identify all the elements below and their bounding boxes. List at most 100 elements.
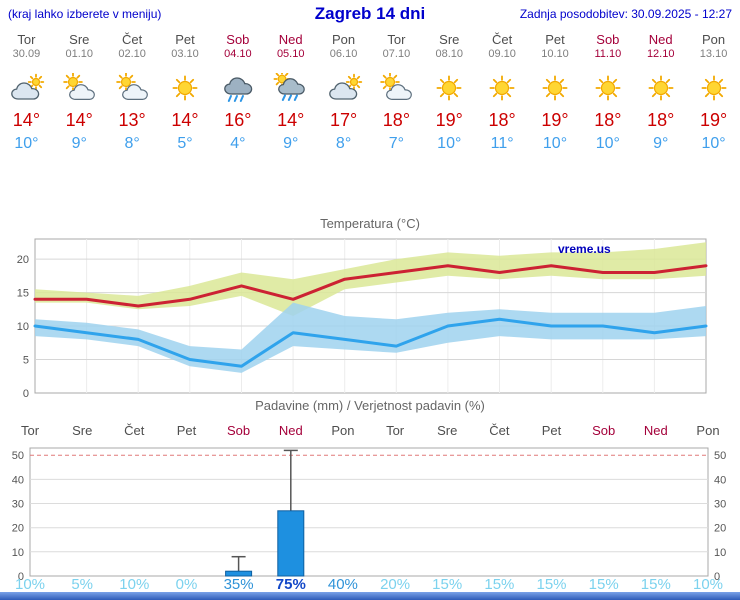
day-date: 07.10 bbox=[382, 48, 411, 60]
day-name: Tor bbox=[387, 32, 406, 47]
precip-day-label: Tor bbox=[20, 423, 40, 438]
svg-text:40: 40 bbox=[714, 474, 726, 486]
precip-day-label: Pet bbox=[176, 423, 197, 438]
high-temp: 19° bbox=[435, 110, 463, 130]
high-temp: 18° bbox=[594, 110, 622, 130]
sunny-icon bbox=[634, 73, 687, 103]
footer-bar bbox=[0, 592, 740, 600]
menu-hint: (kraj lahko izberete v meniju) bbox=[8, 7, 162, 21]
day-column-01.10[interactable]: Sre 01.10 14° 9° bbox=[53, 32, 106, 153]
day-name: Tor bbox=[17, 32, 36, 47]
svg-text:20: 20 bbox=[714, 523, 726, 535]
day-date: 13.10 bbox=[699, 48, 728, 60]
day-name: Pet bbox=[545, 32, 565, 47]
rain-sun-icon bbox=[264, 73, 317, 103]
high-temp: 14° bbox=[65, 110, 93, 130]
watermark-link[interactable]: vreme.us bbox=[558, 242, 611, 256]
partly-icon bbox=[53, 73, 106, 103]
day-date: 04.10 bbox=[224, 48, 252, 60]
svg-text:40: 40 bbox=[12, 474, 24, 486]
day-date: 01.10 bbox=[65, 48, 94, 60]
precipitation-chart: 0 0 10 10 20 20 30 30 40 40 50 50 bbox=[12, 447, 726, 582]
svg-text:10: 10 bbox=[12, 547, 24, 559]
precip-day-label: Sob bbox=[592, 423, 616, 438]
sunny-icon bbox=[423, 73, 476, 103]
precip-day-label: Pet bbox=[541, 423, 562, 438]
svg-text:0: 0 bbox=[23, 388, 29, 398]
high-temp: 13° bbox=[118, 110, 146, 130]
sunny-icon bbox=[581, 73, 634, 103]
high-temp: 18° bbox=[647, 110, 675, 130]
day-column-07.10[interactable]: Tor 07.10 18° 7° bbox=[370, 32, 423, 153]
precip-probability: 5% bbox=[71, 576, 94, 593]
low-temp: 4° bbox=[230, 135, 246, 152]
day-column-13.10[interactable]: Pon 13.10 19° 10° bbox=[687, 32, 740, 153]
high-temp: 16° bbox=[224, 110, 252, 130]
low-temp: 7° bbox=[388, 135, 405, 152]
precip-probability: 10% bbox=[119, 576, 150, 593]
precipitation-chart-title: Padavine (mm) / Verjetnost padavin (%) bbox=[255, 398, 485, 413]
partly-icon bbox=[106, 73, 159, 103]
svg-text:30: 30 bbox=[714, 499, 726, 511]
high-temp: 19° bbox=[699, 110, 728, 130]
day-column-04.10[interactable]: Sob 04.10 16° 4° bbox=[211, 32, 264, 153]
low-temp: 10° bbox=[595, 135, 620, 152]
day-column-02.10[interactable]: Čet 02.10 13° 8° bbox=[106, 32, 159, 153]
day-column-12.10[interactable]: Ned 12.10 18° 9° bbox=[634, 32, 687, 153]
precip-day-label: Pon bbox=[331, 423, 355, 438]
temp-range-band bbox=[35, 302, 706, 373]
day-name: Ned bbox=[648, 32, 673, 47]
cloudy-icon bbox=[0, 73, 53, 103]
high-temp: 18° bbox=[382, 110, 411, 130]
day-column-05.10[interactable]: Ned 05.10 14° 9° bbox=[264, 32, 317, 153]
low-temp: 9° bbox=[653, 135, 669, 152]
day-name: Sob bbox=[226, 32, 250, 47]
precip-bar bbox=[225, 570, 253, 577]
partly-icon bbox=[370, 73, 423, 103]
high-temp: 17° bbox=[329, 110, 358, 130]
precip-probability: 15% bbox=[640, 576, 671, 593]
day-date: 06.10 bbox=[329, 48, 358, 60]
precip-day-labels: Tor Sre Čet Pet Sob Ned Pon Tor Sre Čet Pet Sob Ned P… bbox=[0, 423, 740, 439]
day-column-06.10[interactable]: Pon 06.10 17° 8° bbox=[317, 32, 370, 153]
day-column-30.09[interactable]: Tor 30.09 14° 10° bbox=[0, 32, 53, 153]
svg-text:10: 10 bbox=[714, 547, 726, 559]
day-column-03.10[interactable]: Pet 03.10 14° 5° bbox=[159, 32, 212, 153]
low-temp: 10° bbox=[14, 135, 39, 152]
day-column-11.10[interactable]: Sob 11.10 18° 10° bbox=[581, 32, 634, 153]
day-date: 30.09 bbox=[12, 48, 41, 60]
precip-day-label: Sob bbox=[227, 423, 251, 438]
precip-day-label: Čet bbox=[124, 423, 145, 438]
precip-probability: 15% bbox=[484, 576, 515, 593]
low-temp: 10° bbox=[701, 135, 726, 152]
precip-day-label: Pon bbox=[696, 423, 720, 438]
min-temp-line bbox=[33, 317, 708, 368]
day-column-09.10[interactable]: Čet 09.10 18° 11° bbox=[476, 32, 529, 153]
precip-day-label: Tor bbox=[386, 423, 405, 438]
svg-text:20: 20 bbox=[12, 523, 24, 535]
sunny-icon bbox=[529, 73, 582, 103]
day-column-10.10[interactable]: Pet 10.10 19° 10° bbox=[529, 32, 582, 153]
day-name: Sre bbox=[69, 32, 90, 47]
svg-text:10: 10 bbox=[17, 321, 29, 333]
day-name: Pet bbox=[175, 32, 195, 47]
precip-probability: 10% bbox=[692, 576, 724, 593]
svg-text:0: 0 bbox=[18, 571, 24, 582]
day-date: 03.10 bbox=[171, 48, 199, 60]
day-date: 11.10 bbox=[594, 48, 622, 60]
svg-text:20: 20 bbox=[17, 254, 29, 266]
precip-probability: 20% bbox=[380, 576, 411, 593]
high-temp: 14° bbox=[171, 110, 199, 130]
day-name: Pon bbox=[332, 32, 356, 47]
precip-day-label: Čet bbox=[489, 423, 510, 438]
cloudy-icon bbox=[317, 73, 370, 103]
low-temp: 11° bbox=[490, 135, 514, 152]
day-column-08.10[interactable]: Sre 08.10 19° 10° bbox=[423, 32, 476, 153]
low-temp: 8° bbox=[124, 135, 140, 152]
day-name: Pon bbox=[702, 32, 726, 47]
svg-text:0: 0 bbox=[714, 571, 720, 582]
high-temp: 14° bbox=[12, 110, 41, 130]
precip-day-label: Ned bbox=[643, 423, 668, 438]
svg-text:5: 5 bbox=[23, 355, 29, 367]
day-date: 09.10 bbox=[488, 48, 516, 60]
